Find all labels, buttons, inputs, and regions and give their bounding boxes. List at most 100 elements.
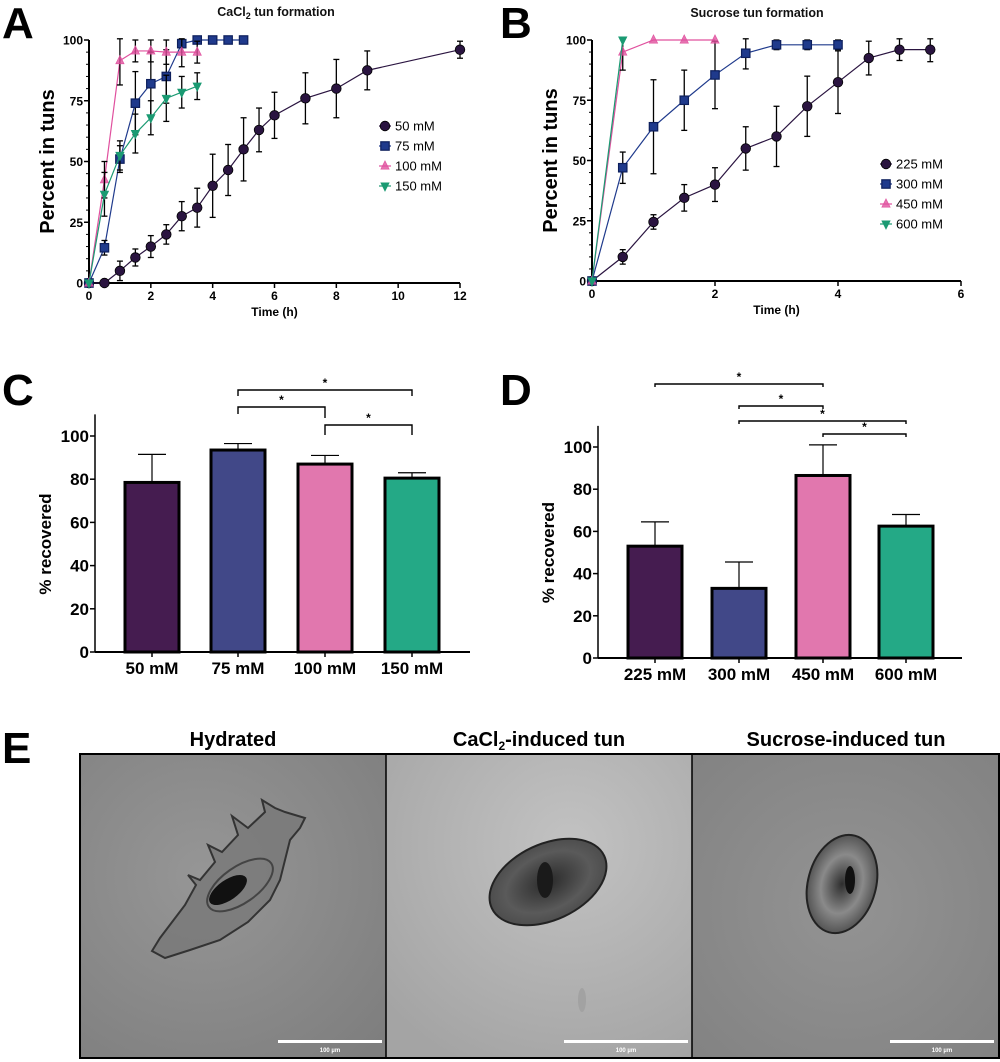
panel-c-chart: 0 20 40 60 80 100 % recovered 50 mM 75 mM 100 mM 1…	[36, 376, 470, 678]
panel-d-ytick-label: 0	[583, 649, 592, 668]
panel-a-xtick-label: 10	[391, 289, 405, 303]
series-line	[591, 49, 931, 282]
legend-label: 150 mM	[395, 179, 442, 194]
data-point	[832, 76, 844, 88]
data-point	[114, 265, 126, 277]
panel-a-ytick-label: 50	[70, 155, 84, 169]
panel-b-series-300-mm	[587, 38, 843, 286]
data-point	[269, 110, 280, 121]
scale-bar-label-1: 100 µm	[320, 1048, 340, 1054]
data-point	[740, 48, 751, 59]
legend-marker	[880, 158, 892, 170]
data-point	[331, 83, 342, 94]
panel-a-title-rest: tun formation	[251, 5, 335, 19]
panel-a-series-50-mm	[83, 40, 466, 289]
legend-label: 600 mM	[896, 217, 943, 232]
panel-d-category-label: 450 mM	[792, 665, 854, 684]
significance-bracket	[324, 424, 413, 435]
panel-a-ytick-label: 100	[63, 34, 83, 48]
data-point	[192, 46, 202, 56]
panel-a-series-75-mm	[84, 35, 249, 288]
panel-d-ytick-label: 60	[573, 522, 592, 541]
data-point	[115, 54, 125, 65]
panel-b-series-600-mm	[587, 36, 628, 287]
panel-d-category-label: 600 mM	[875, 665, 937, 684]
data-point	[238, 35, 249, 45]
data-point	[300, 93, 311, 104]
panel-c-ytick-label: 100	[61, 427, 89, 446]
panel-letter-c: C	[2, 366, 34, 415]
data-point	[222, 164, 234, 176]
panel-d-ytick-label: 40	[573, 565, 592, 584]
data-point	[177, 88, 187, 99]
series-line	[88, 85, 198, 284]
significance-bracket	[237, 389, 413, 396]
panel-a-y-axis-label: Percent in tuns	[37, 89, 59, 233]
panel-letter-d: D	[500, 366, 532, 415]
legend-marker	[881, 179, 891, 189]
panel-d-y-axis-label: % recovered	[539, 502, 558, 603]
data-point	[99, 242, 110, 253]
data-point	[130, 98, 141, 108]
data-point	[894, 44, 905, 55]
panel-a-ytick-label: 25	[70, 216, 84, 230]
data-point	[192, 82, 202, 93]
scale-bar-3	[890, 1040, 994, 1043]
panel-a-xtick-label: 2	[147, 289, 154, 303]
data-point	[617, 251, 628, 263]
panel-b-ytick-label: 25	[573, 214, 587, 228]
panel-c-category-label: 150 mM	[381, 659, 443, 678]
significance-star: *	[820, 407, 825, 421]
panel-b-ytick-label: 100	[566, 34, 586, 48]
panel-c-category-label: 100 mM	[294, 659, 356, 678]
significance-bracket	[822, 433, 907, 437]
data-point	[176, 210, 187, 222]
panel-c-ytick-label: 60	[70, 513, 89, 532]
data-point	[679, 95, 690, 106]
data-point	[925, 44, 936, 55]
significance-star: *	[779, 392, 784, 406]
panel-b-ytick-label: 0	[579, 275, 586, 289]
data-point	[238, 144, 249, 155]
data-point	[130, 45, 141, 55]
panel-a-ytick-label: 75	[70, 94, 84, 108]
panel-c-y-axis-label: % recovered	[36, 493, 55, 594]
data-point	[99, 190, 110, 201]
panel-c-category-label: 50 mM	[126, 659, 179, 678]
significance-star: *	[366, 411, 371, 425]
image-title-cacl2-sub: 2	[498, 739, 505, 753]
data-point	[99, 277, 110, 289]
data-point	[802, 101, 813, 112]
tardigrade-sucrose-tun	[805, 833, 879, 935]
panel-c-ytick-label: 20	[70, 600, 89, 619]
data-point	[146, 114, 156, 124]
panel-b-y-axis-label: Percent in tuns	[540, 88, 562, 232]
panel-a-title: CaCl2 tun formation	[217, 5, 335, 21]
data-point	[648, 121, 659, 132]
panel-b-legend: 225 mM 300 mM 450 mM 600 mM	[880, 157, 943, 232]
panel-b-title: Sucrose tun formation	[690, 6, 823, 20]
panel-a-x-axis-label: Time (h)	[251, 305, 297, 319]
data-point	[177, 46, 187, 56]
data-point	[833, 40, 843, 50]
data-point	[587, 277, 597, 287]
data-point	[253, 124, 265, 136]
image-title-cacl2-main: CaCl	[453, 729, 499, 751]
panel-b-x-axis-label: Time (h)	[753, 303, 799, 317]
panel-b-xtick-label: 0	[589, 287, 596, 301]
data-point	[161, 46, 171, 56]
panel-c-category-label: 75 mM	[212, 659, 265, 678]
data-point	[207, 180, 218, 192]
panel-a-xtick-label: 4	[209, 289, 216, 303]
data-point	[161, 94, 171, 105]
data-point	[145, 241, 157, 252]
bar-225-mm	[626, 544, 684, 660]
panel-b-xtick-label: 4	[835, 287, 842, 301]
panel-a-xtick-label: 8	[333, 289, 340, 303]
panel-a-legend: 50 mM 75 mM 100 mM 150 mM	[379, 119, 442, 194]
data-point	[802, 40, 813, 50]
image-title-hydrated: Hydrated	[190, 729, 277, 751]
significance-star: *	[862, 420, 867, 434]
panel-letter-e: E	[2, 724, 31, 773]
legend-marker	[379, 120, 391, 132]
